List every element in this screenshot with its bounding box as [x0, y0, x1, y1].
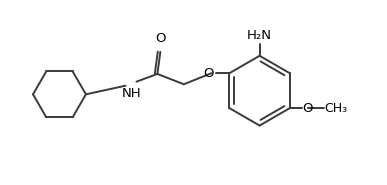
Text: O: O	[155, 32, 166, 45]
Text: H₂N: H₂N	[247, 29, 272, 42]
Text: CH₃: CH₃	[325, 102, 348, 115]
Text: O: O	[204, 67, 214, 80]
Text: O: O	[303, 102, 313, 115]
Text: NH: NH	[122, 87, 142, 100]
